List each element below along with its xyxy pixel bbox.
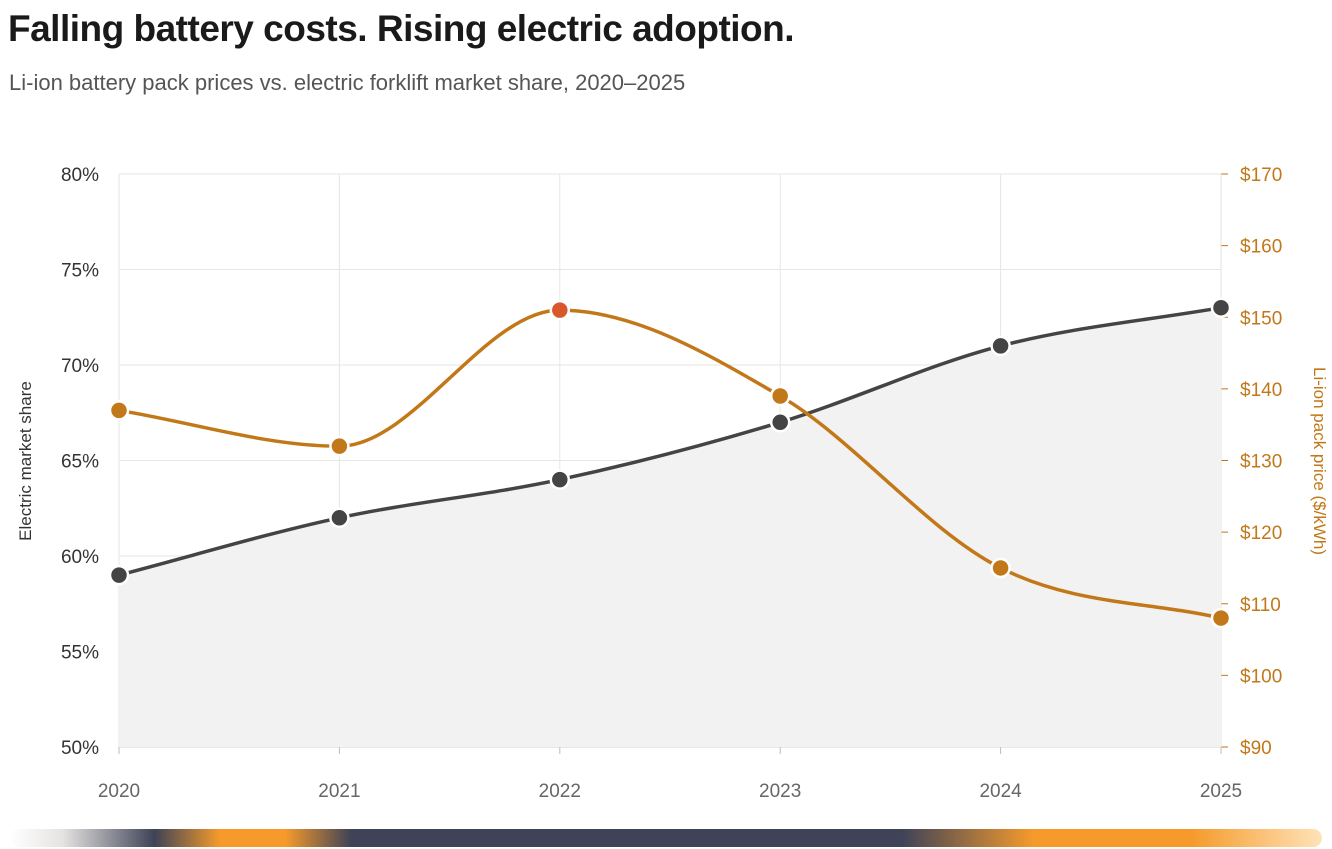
dual-axis-line-chart: 50% 55% 60% 65% 70% 75% 80% $90 $100 $110 $120 $130… [16,165,1329,802]
chart-title: Falling battery costs. Rising electric a… [8,8,795,49]
battery-price-point [990,557,1011,579]
right-tick-label: $120 [1240,523,1282,544]
axis-tick-labels: 50% 55% 60% 65% 70% 75% 80% $90 $100 $110 $120 $130… [61,165,1282,802]
market-share-area [119,307,1221,747]
left-tick-label: 70% [61,356,99,377]
x-tick-label: 2021 [318,781,360,802]
market-share-point [990,335,1011,357]
market-share-point [329,507,350,529]
data-points [108,297,1232,629]
right-tick-label: $170 [1240,165,1282,186]
left-tick-label: 75% [61,261,99,282]
market-share-point [1210,297,1232,318]
battery-price-point [549,299,571,321]
left-tick-label: 65% [61,452,99,473]
right-tick-label: $140 [1240,380,1282,401]
market-share-point [549,469,571,490]
right-tick-label: $100 [1240,666,1282,687]
battery-price-line [118,308,1222,620]
right-tick-label: $130 [1240,452,1282,473]
left-tick-label: 80% [61,165,99,186]
x-tick-label: 2020 [98,781,140,802]
right-tick-label: $160 [1240,237,1282,258]
battery-price-point [1210,607,1232,629]
decorative-gradient-band [10,829,1322,847]
x-tick-label: 2022 [539,781,581,802]
right-tick-label: $150 [1240,308,1282,329]
right-tick-label: $90 [1240,738,1272,759]
market-share-line [118,305,1222,577]
battery-price-point [329,435,350,457]
x-tick-label: 2024 [979,781,1022,802]
left-tick-label: 55% [61,643,99,664]
left-axis-title: Electric market share [16,381,35,541]
right-tick-label: $110 [1240,595,1281,616]
left-tick-label: 60% [61,547,99,568]
battery-price-point [769,385,791,407]
battery-price-point [108,400,130,421]
left-tick-label: 50% [61,738,99,759]
market-share-point [769,412,791,433]
right-axis-title: Li-ion pack price ($/kWh) [1310,367,1329,555]
market-share-point [108,564,130,586]
chart-subtitle: Li-ion battery pack prices vs. electric … [9,70,686,95]
x-tick-label: 2023 [759,781,801,802]
x-tick-label: 2025 [1200,781,1242,802]
